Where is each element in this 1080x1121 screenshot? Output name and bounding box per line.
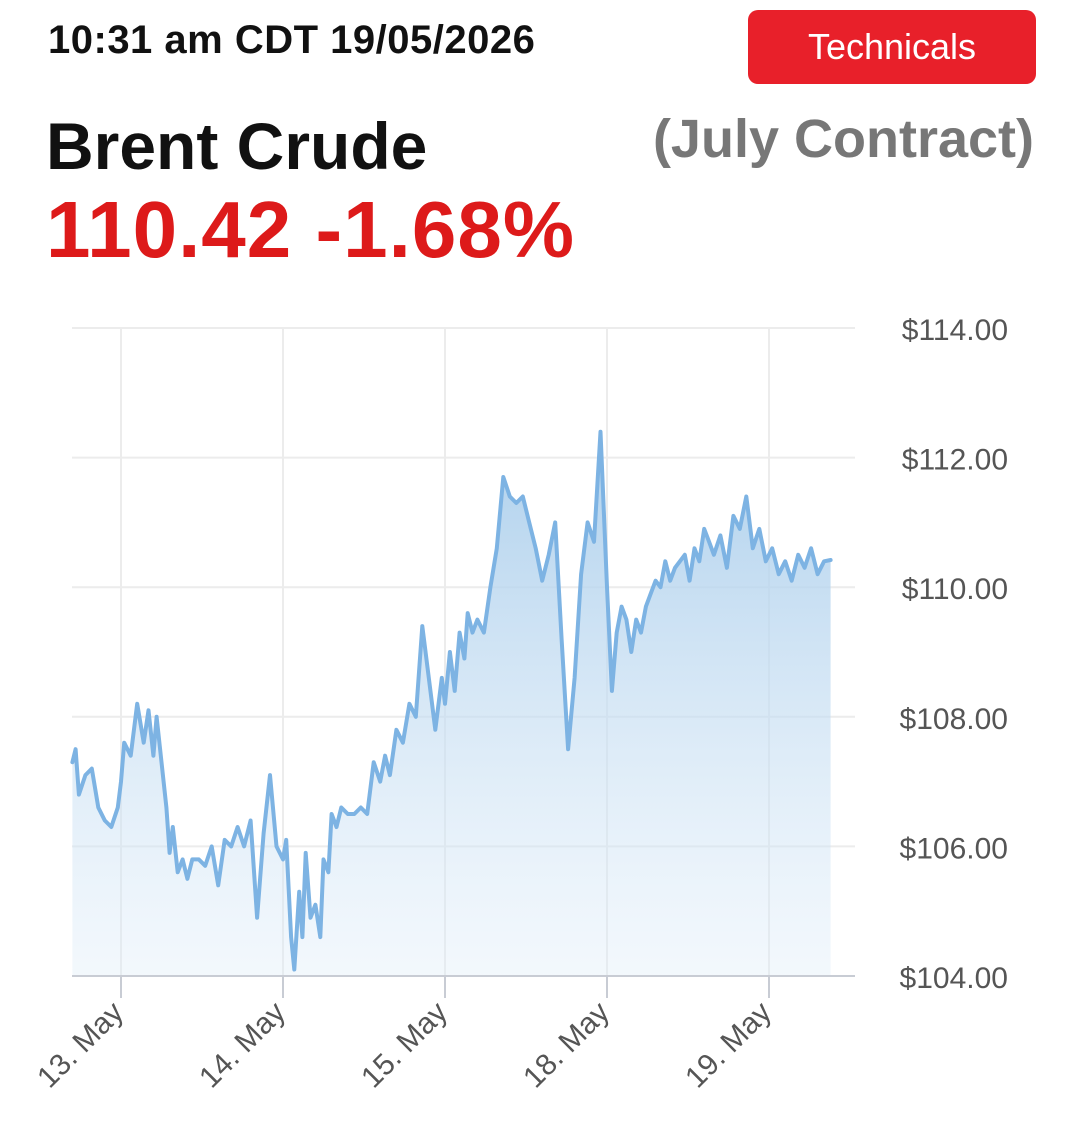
- x-tick-label: 18. May: [517, 996, 616, 1095]
- area-fill: [72, 431, 831, 976]
- chart-series: [70, 429, 833, 972]
- x-tick-label: 19. May: [679, 996, 778, 1095]
- y-tick-label: $104.00: [900, 962, 1008, 995]
- x-tick-label: 14. May: [193, 996, 292, 1095]
- x-tick-label: 15. May: [355, 996, 454, 1095]
- price-change: -1.68%: [315, 185, 575, 274]
- y-tick-label: $108.00: [900, 703, 1008, 736]
- chart-x-axis: [72, 975, 855, 998]
- contract-label: (July Contract): [652, 109, 1034, 169]
- y-tick-label: $112.00: [902, 444, 1008, 477]
- y-tick-label: $114.00: [902, 314, 1008, 347]
- series-line: [70, 429, 833, 972]
- chart-x-labels: 13. May 14. May 15. May 18. May 19. May: [31, 996, 778, 1095]
- price-value: 110.42: [46, 185, 293, 274]
- chart-area-fill: [72, 431, 831, 976]
- x-tick-label: 13. May: [31, 996, 130, 1095]
- instrument-title: Brent Crude: [46, 109, 428, 183]
- timestamp: 10:31 am CDT 19/05/2026: [48, 18, 536, 62]
- y-tick-label: $106.00: [900, 832, 1008, 865]
- chart-y-axis: $114.00 $112.00 $110.00 $108.00 $106.00 $104.…: [900, 314, 1008, 995]
- price-display: 110.42 -1.68%: [46, 184, 575, 276]
- y-tick-label: $110.00: [902, 573, 1008, 606]
- technicals-button[interactable]: Technicals: [748, 10, 1036, 84]
